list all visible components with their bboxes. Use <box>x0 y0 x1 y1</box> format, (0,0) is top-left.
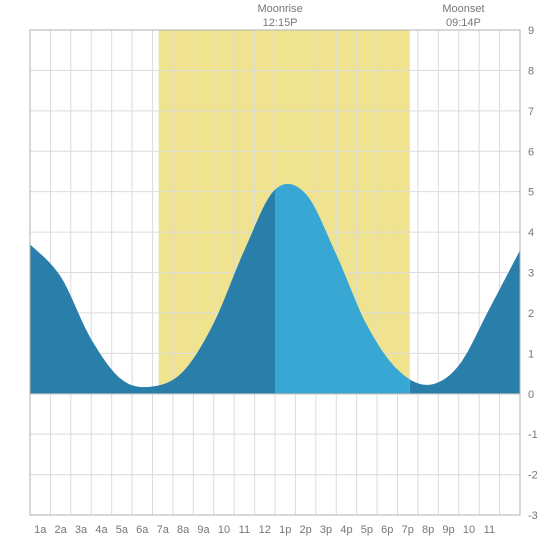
svg-text:5p: 5p <box>361 524 373 536</box>
svg-text:9: 9 <box>528 25 534 37</box>
svg-text:-1: -1 <box>528 429 538 441</box>
svg-text:12: 12 <box>259 524 271 536</box>
svg-text:7a: 7a <box>157 524 170 536</box>
svg-text:5a: 5a <box>116 524 129 536</box>
svg-text:0: 0 <box>528 389 534 401</box>
svg-text:-2: -2 <box>528 470 538 482</box>
svg-text:2p: 2p <box>300 524 312 536</box>
svg-text:9p: 9p <box>442 524 454 536</box>
svg-text:7: 7 <box>528 106 534 118</box>
svg-text:4a: 4a <box>95 524 108 536</box>
svg-text:3a: 3a <box>75 524 88 536</box>
svg-text:1a: 1a <box>34 524 47 536</box>
svg-text:7p: 7p <box>402 524 414 536</box>
moonset-time: 09:14P <box>446 17 481 29</box>
svg-text:2: 2 <box>528 308 534 320</box>
svg-text:9a: 9a <box>197 524 210 536</box>
svg-text:6: 6 <box>528 146 534 158</box>
moonset-title: Moonset <box>442 3 484 15</box>
moonset-label: Moonset 09:14P <box>433 2 493 31</box>
moonrise-time: 12:15P <box>263 17 298 29</box>
svg-text:8a: 8a <box>177 524 190 536</box>
svg-text:6a: 6a <box>136 524 149 536</box>
svg-text:-3: -3 <box>528 510 538 522</box>
svg-text:11: 11 <box>484 524 495 536</box>
svg-text:1: 1 <box>528 348 534 360</box>
svg-text:11: 11 <box>239 524 250 536</box>
moonrise-title: Moonrise <box>257 3 302 15</box>
svg-text:4: 4 <box>528 227 534 239</box>
svg-text:8: 8 <box>528 65 534 77</box>
svg-text:5: 5 <box>528 187 534 199</box>
svg-text:2a: 2a <box>55 524 68 536</box>
moonrise-label: Moonrise 12:15P <box>250 2 310 31</box>
svg-text:3p: 3p <box>320 524 332 536</box>
svg-text:4p: 4p <box>340 524 352 536</box>
svg-text:8p: 8p <box>422 524 434 536</box>
svg-text:6p: 6p <box>381 524 393 536</box>
tide-chart: Moonrise 12:15P Moonset 09:14P -3-2-1012… <box>0 0 550 550</box>
chart-svg: -3-2-101234567891a2a3a4a5a6a7a8a9a101112… <box>0 0 550 550</box>
svg-text:10: 10 <box>463 524 475 536</box>
svg-text:1p: 1p <box>279 524 291 536</box>
svg-text:3: 3 <box>528 268 534 280</box>
svg-text:10: 10 <box>218 524 230 536</box>
